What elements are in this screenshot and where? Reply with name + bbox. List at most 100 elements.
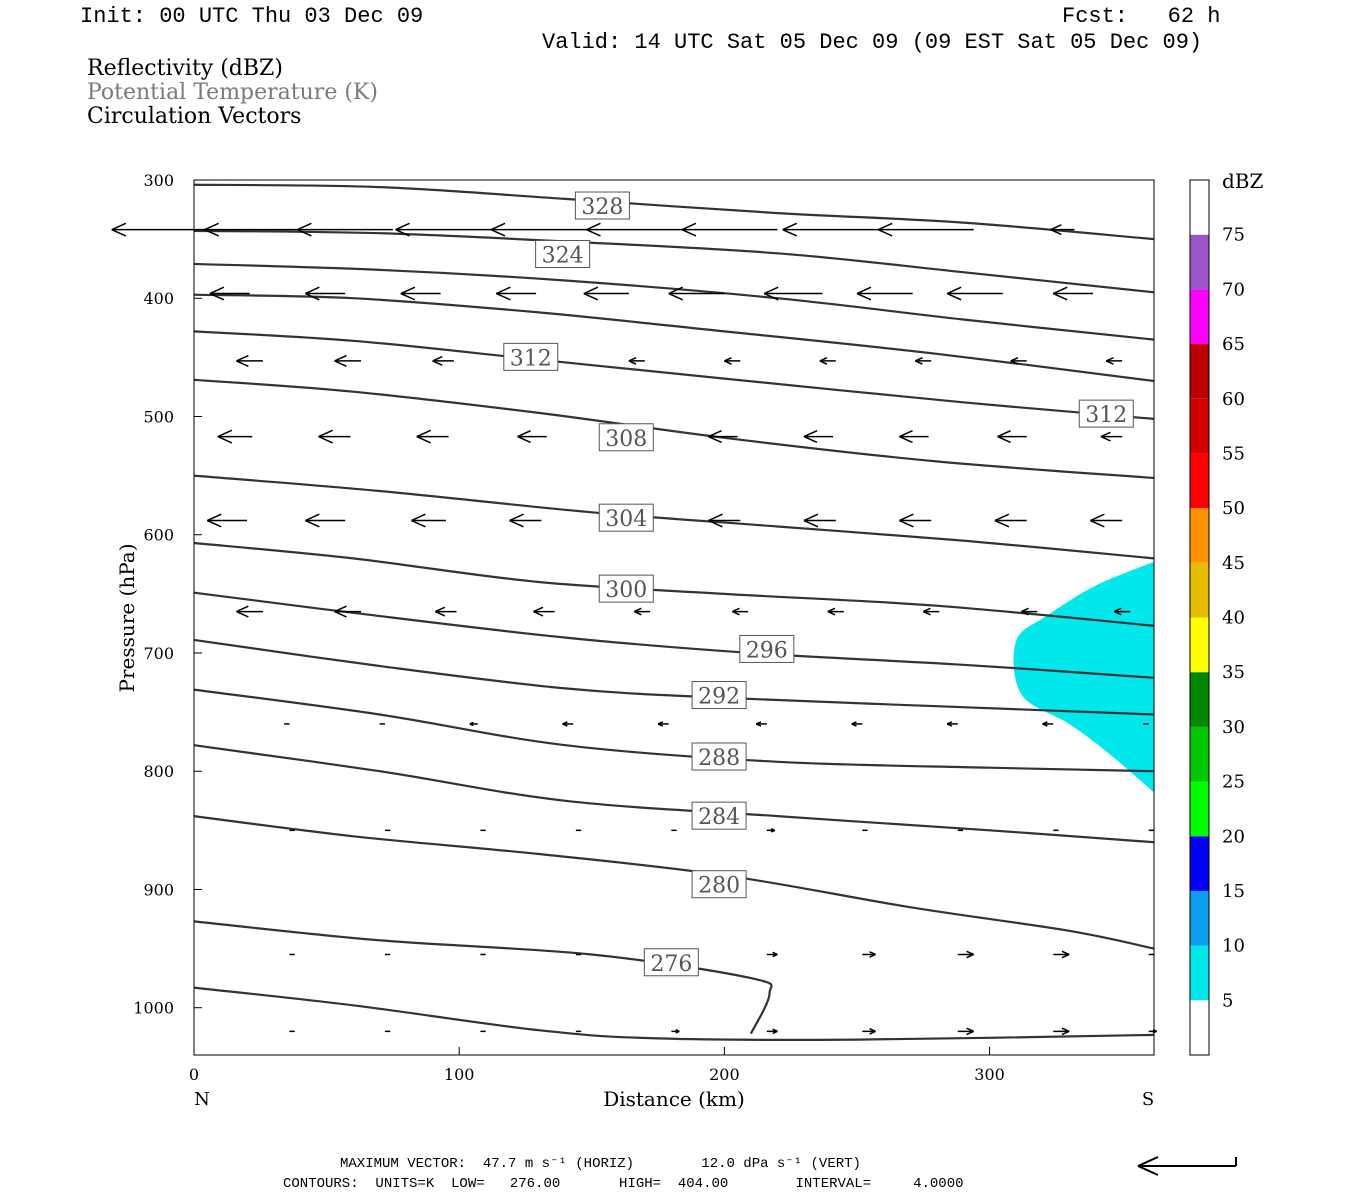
svg-text:300: 300 xyxy=(605,578,647,603)
colorbar-label-10: 10 xyxy=(1222,936,1245,957)
vector-r1-c7 xyxy=(856,286,913,301)
y-tick-label-700: 700 xyxy=(143,644,174,663)
isentrope-288 xyxy=(193,688,1155,773)
contour-label-296: 296 xyxy=(739,634,795,663)
vector-layer xyxy=(111,222,1157,1036)
vector-r3-c7 xyxy=(899,429,929,444)
colorbar-bin-10 xyxy=(1190,453,1209,509)
vector-r9-c8 xyxy=(1053,1027,1070,1036)
contour-label-308: 308 xyxy=(598,423,654,452)
svg-text:276: 276 xyxy=(650,952,692,977)
vector-r1-c4 xyxy=(583,286,629,301)
vector-r1-c0 xyxy=(209,286,250,301)
vector-r5-c1 xyxy=(334,605,362,618)
vector-r1-c9 xyxy=(1052,286,1094,301)
colorbar: 5 10 15 20 25 30 35 40 45 50 55 60 65 70 75 xyxy=(1189,179,1245,1056)
forecast-hour: Fcst: 62 h xyxy=(1062,4,1221,29)
colorbar-label-35: 35 xyxy=(1222,662,1245,683)
vector-r4-c8 xyxy=(994,513,1027,528)
svg-text:284: 284 xyxy=(698,805,740,830)
vector-r1-c2 xyxy=(400,286,441,301)
reflectivity-5dbz-region xyxy=(1013,561,1154,793)
colorbar-bin-2 xyxy=(1190,890,1209,946)
x-axis-label: Distance (km) xyxy=(603,1087,745,1111)
colorbar-bin-12 xyxy=(1190,344,1209,399)
vector-r1-c5 xyxy=(668,286,725,301)
svg-text:308: 308 xyxy=(605,427,647,452)
vector-r1-c6 xyxy=(763,286,823,301)
contour-label-304: 304 xyxy=(598,503,654,532)
colorbar-label-40: 40 xyxy=(1222,608,1245,629)
reference-vector xyxy=(1137,1156,1237,1176)
svg-text:296: 296 xyxy=(746,638,788,663)
field-title-theta: Potential Temperature (K) xyxy=(87,80,378,105)
contour-info: CONTOURS: UNITS=K LOW= 276.00 HIGH= 404.… xyxy=(283,1176,964,1192)
y-tick-label-600: 600 xyxy=(143,526,174,545)
vector-r0-c5 xyxy=(586,222,682,237)
vector-r4-c7 xyxy=(899,513,932,528)
colorbar-label-45: 45 xyxy=(1222,553,1245,574)
vector-r4-c5 xyxy=(708,513,741,528)
colorbar-bin-9 xyxy=(1190,508,1209,563)
vector-r3-c2 xyxy=(416,429,449,444)
vector-r2-c2 xyxy=(432,355,454,366)
colorbar-bin-13 xyxy=(1190,289,1209,345)
vector-r8-c5 xyxy=(766,951,778,958)
vector-r0-c1 xyxy=(204,222,301,237)
vector-r9-c7 xyxy=(957,1027,974,1036)
vector-r4-c3 xyxy=(509,513,542,528)
vector-r0-c6 xyxy=(681,222,778,237)
colorbar-bin-7 xyxy=(1190,617,1209,673)
contour-label-324: 324 xyxy=(535,239,591,268)
vector-r4-c6 xyxy=(803,513,836,528)
vector-r5-c6 xyxy=(827,607,844,616)
contour-label-288: 288 xyxy=(691,742,747,771)
svg-text:328: 328 xyxy=(581,195,623,220)
contour-label-312: 312 xyxy=(503,342,559,371)
isentrope-316 xyxy=(193,293,1155,383)
y-tick-label-800: 800 xyxy=(143,762,174,781)
vector-r3-c8 xyxy=(997,429,1027,444)
vector-r4-c2 xyxy=(411,513,446,528)
colorbar-bin-3 xyxy=(1190,836,1209,891)
contour-label-328: 328 xyxy=(574,191,630,220)
isentrope-328 xyxy=(193,183,1155,241)
vector-r2-c0 xyxy=(236,354,263,367)
x-tick-label-300: 300 xyxy=(974,1065,1005,1084)
vector-r6-c4 xyxy=(657,721,669,727)
vector-r5-c2 xyxy=(435,606,457,617)
vector-r0-c4 xyxy=(490,222,587,237)
vector-r1-c1 xyxy=(305,286,346,301)
isentrope-320 xyxy=(193,262,1155,341)
contour-label-300: 300 xyxy=(598,574,654,603)
vector-r5-c8 xyxy=(1021,607,1038,616)
vector-r5-c7 xyxy=(922,607,940,616)
vector-r4-c1 xyxy=(305,513,346,528)
axis-layer: 0 100 200 300 300 400 500 600 700 800 900 1000 xyxy=(133,171,1005,1084)
colorbar-label-5: 5 xyxy=(1222,990,1233,1011)
isentrope-324 xyxy=(193,229,1155,294)
contour-label-276: 276 xyxy=(643,948,699,977)
colorbar-bin-0 xyxy=(1190,1000,1209,1055)
colorbar-bin-11 xyxy=(1190,398,1209,454)
isentrope-308 xyxy=(193,378,1155,480)
vector-r5-c5 xyxy=(732,607,749,616)
colorbar-bin-14 xyxy=(1190,234,1209,290)
vector-r9-c9 xyxy=(1148,1029,1157,1034)
vector-r2-c5 xyxy=(724,357,741,365)
vector-r0-c7 xyxy=(782,222,879,237)
isentrope-304 xyxy=(193,474,1155,560)
colorbar-bin-1 xyxy=(1190,945,1209,1001)
vector-r2-c9 xyxy=(1105,357,1123,365)
isentrope-272 xyxy=(193,986,1155,1042)
colorbar-bin-4 xyxy=(1190,781,1209,837)
reflectivity-layer xyxy=(1013,561,1154,793)
field-title-reflectivity: Reflectivity (dBZ) xyxy=(87,56,283,81)
vector-r9-c5 xyxy=(766,1028,778,1035)
vector-r4-c9 xyxy=(1090,513,1123,528)
contour-label-312: 312 xyxy=(1078,399,1134,428)
vector-r8-c6 xyxy=(862,951,876,958)
vector-r0-c3 xyxy=(395,222,492,237)
svg-text:288: 288 xyxy=(698,746,740,771)
plot-frame xyxy=(193,179,1155,1056)
